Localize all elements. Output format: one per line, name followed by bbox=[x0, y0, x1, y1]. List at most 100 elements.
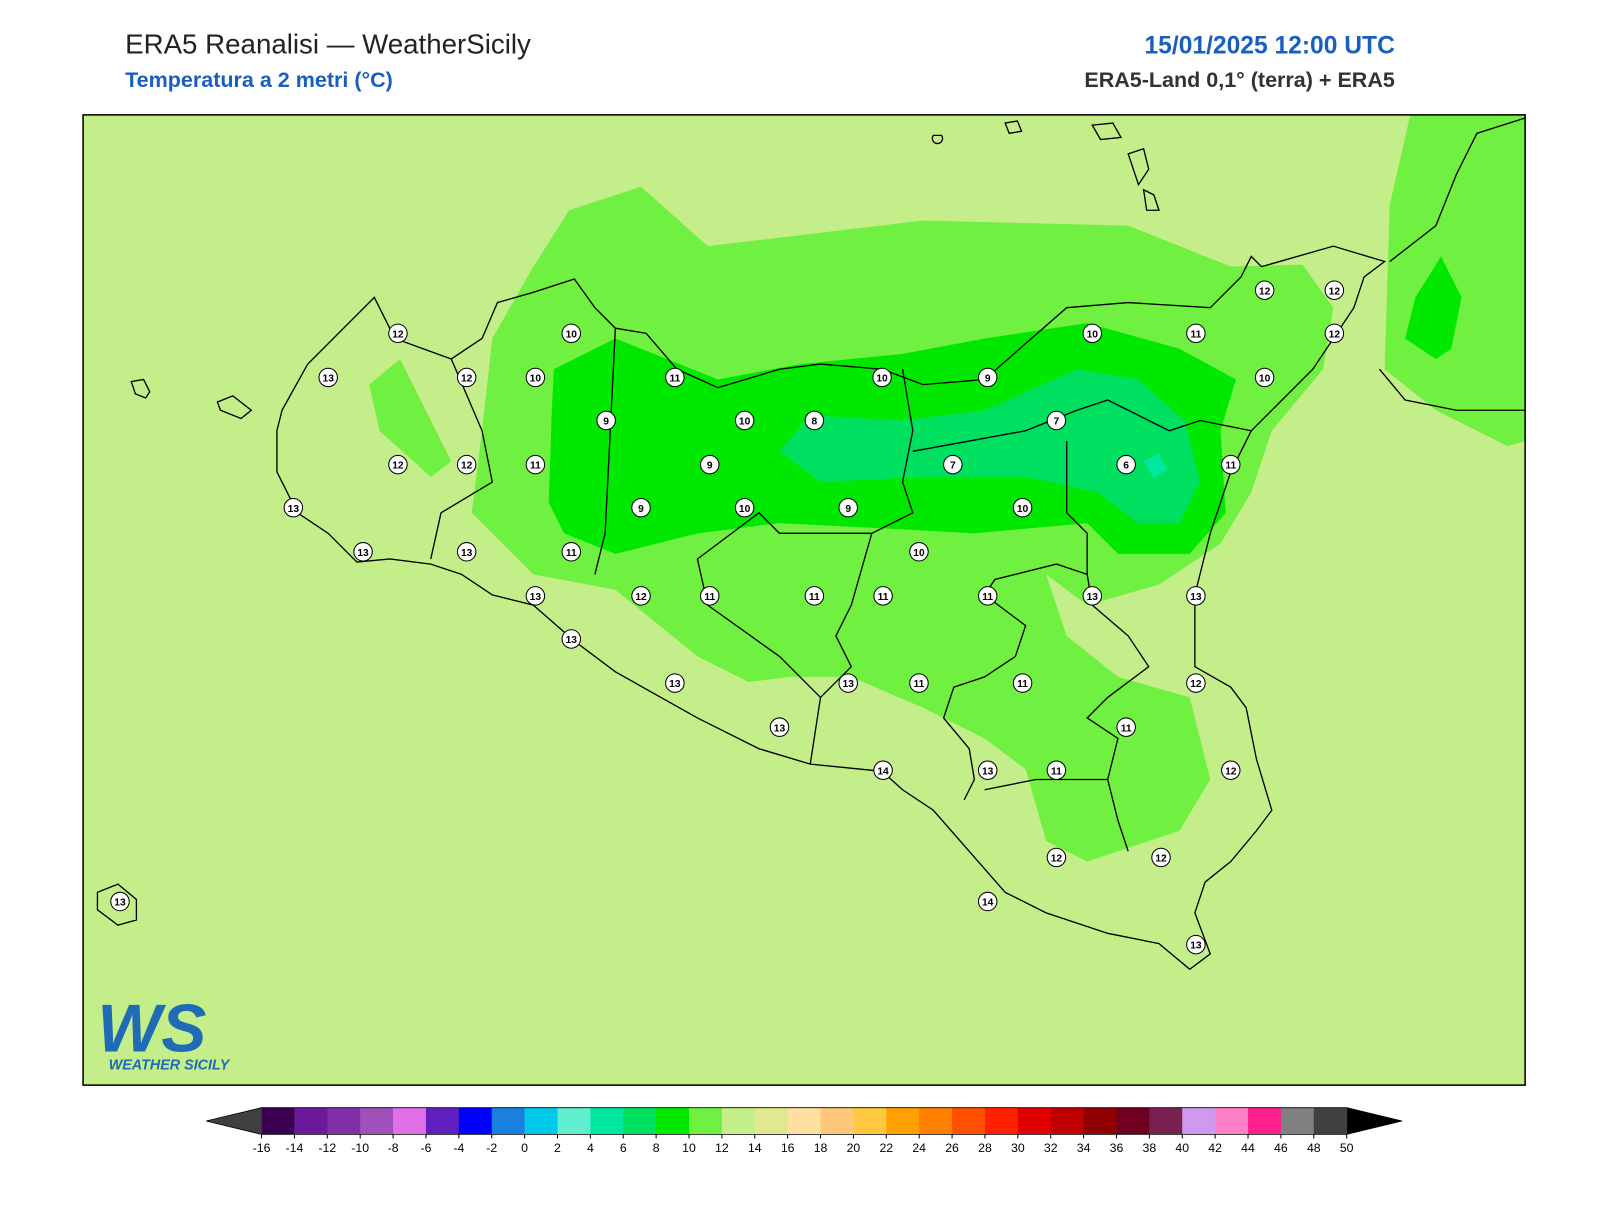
station-marker bbox=[838, 497, 858, 518]
station-value: 11 bbox=[530, 461, 541, 472]
colorbar-segment bbox=[557, 1107, 591, 1135]
colorbar-tick-label: 30 bbox=[1011, 1141, 1025, 1155]
station-value: 12 bbox=[392, 461, 404, 472]
station-marker bbox=[283, 497, 304, 518]
colorbar-tick-label: 36 bbox=[1110, 1141, 1124, 1155]
colorbar-segment bbox=[1050, 1107, 1085, 1135]
map-frame bbox=[82, 114, 1526, 1086]
station-marker bbox=[1324, 280, 1345, 300]
station-value: 11 bbox=[566, 548, 577, 559]
field-10-12 bbox=[1384, 114, 1526, 447]
colorbar-segment bbox=[853, 1107, 887, 1135]
colorbar-tick-label: 32 bbox=[1044, 1141, 1058, 1155]
station-value: 12 bbox=[461, 374, 473, 385]
station-marker bbox=[1082, 586, 1103, 606]
station-marker bbox=[665, 367, 685, 388]
station-marker bbox=[596, 410, 616, 431]
station-marker bbox=[456, 367, 477, 388]
station-value: 7 bbox=[950, 461, 956, 472]
colorbar-tick-label: 20 bbox=[847, 1141, 861, 1155]
station-marker bbox=[1046, 410, 1067, 431]
colorbar-segment bbox=[1313, 1107, 1348, 1135]
station-marker bbox=[388, 323, 408, 344]
map-area bbox=[83, 114, 1526, 1086]
station-marker bbox=[769, 717, 790, 737]
station-value: 12 bbox=[1329, 286, 1341, 297]
station-marker bbox=[734, 410, 755, 431]
station-value: 12 bbox=[1329, 329, 1341, 340]
colorbar-tick-label: 14 bbox=[748, 1141, 762, 1155]
station-marker bbox=[110, 891, 130, 912]
station-value: 8 bbox=[812, 417, 818, 428]
station-marker bbox=[561, 323, 582, 344]
station-marker bbox=[456, 454, 477, 475]
station-value: 10 bbox=[739, 504, 751, 515]
station-value: 11 bbox=[914, 679, 925, 690]
station-marker bbox=[804, 410, 825, 431]
station-value: 13 bbox=[669, 679, 681, 690]
station-marker bbox=[838, 673, 858, 693]
stations: 12 10 13 12 10 11 10 9 10 11 12 12 12 10 9 10 8 7 12 12 11 9 7… bbox=[110, 280, 1345, 955]
station-marker bbox=[1116, 717, 1136, 737]
subtitle: Temperatura a 2 metri (°C) bbox=[125, 68, 393, 92]
calabria-coast bbox=[1378, 117, 1526, 411]
colorbar-tick-label: 22 bbox=[879, 1141, 893, 1155]
station-marker bbox=[873, 586, 893, 606]
station-marker bbox=[1186, 673, 1206, 693]
station-value: 10 bbox=[913, 548, 925, 559]
colorbar-tick-label: 2 bbox=[554, 1141, 561, 1155]
station-marker bbox=[1186, 323, 1206, 344]
station-value: 11 bbox=[809, 592, 820, 603]
logo-mark: WS bbox=[97, 991, 206, 1066]
field-8-10 bbox=[1405, 256, 1462, 359]
station-value: 11 bbox=[1121, 723, 1132, 734]
station-marker bbox=[631, 497, 651, 518]
station-value: 13 bbox=[982, 766, 994, 777]
colorbar-tick-label: -14 bbox=[286, 1141, 304, 1155]
station-marker bbox=[1012, 673, 1033, 693]
colorbar-tick-label: -8 bbox=[388, 1141, 399, 1155]
colorbar-segment bbox=[393, 1107, 427, 1135]
colorbar-tick-label: -4 bbox=[453, 1141, 464, 1155]
colorbar-tick-label: 8 bbox=[653, 1141, 660, 1155]
station-marker bbox=[525, 586, 546, 606]
field-10-12 bbox=[369, 358, 452, 477]
station-value: 10 bbox=[1087, 329, 1099, 340]
station-marker bbox=[873, 760, 893, 780]
islands bbox=[96, 120, 1160, 926]
colorbar-tick-label: 46 bbox=[1274, 1141, 1288, 1155]
colorbar-tick-label: 16 bbox=[781, 1141, 795, 1155]
station-marker bbox=[977, 367, 998, 388]
station-value: 13 bbox=[357, 548, 369, 559]
colorbar-segment bbox=[360, 1107, 394, 1135]
colorbar-tick-label: 10 bbox=[682, 1141, 696, 1155]
colorbar-segment bbox=[261, 1107, 295, 1135]
colorbar-segment bbox=[1248, 1107, 1282, 1135]
station-marker bbox=[318, 367, 338, 388]
station-value: 9 bbox=[845, 504, 851, 515]
colorbar-segment bbox=[1083, 1107, 1118, 1135]
station-value: 9 bbox=[603, 417, 609, 428]
station-marker bbox=[977, 760, 998, 780]
station-value: 11 bbox=[1051, 766, 1062, 777]
station-marker bbox=[804, 586, 825, 606]
colorbar-tick-label: -10 bbox=[351, 1141, 369, 1155]
colorbar-tick-label: -12 bbox=[318, 1141, 336, 1155]
station-marker bbox=[1186, 586, 1206, 606]
datetime: 15/01/2025 12:00 UTC bbox=[1144, 32, 1395, 59]
station-value: 9 bbox=[985, 374, 991, 385]
colorbar-tick-label: 48 bbox=[1307, 1141, 1321, 1155]
station-marker bbox=[1046, 847, 1067, 868]
station-value: 10 bbox=[566, 329, 578, 340]
station-value: 10 bbox=[1259, 374, 1271, 385]
title: ERA5 Reanalisi — WeatherSicily bbox=[125, 28, 531, 59]
station-value: 11 bbox=[1225, 461, 1236, 472]
colorbar-segment bbox=[1017, 1107, 1052, 1135]
station-marker bbox=[872, 367, 892, 388]
station-value: 12 bbox=[1155, 854, 1167, 865]
colorbar-tick-label: 42 bbox=[1208, 1141, 1222, 1155]
station-value: 13 bbox=[843, 679, 855, 690]
colorbar-segment bbox=[721, 1107, 756, 1135]
colorbar-tick-label: 0 bbox=[521, 1141, 528, 1155]
